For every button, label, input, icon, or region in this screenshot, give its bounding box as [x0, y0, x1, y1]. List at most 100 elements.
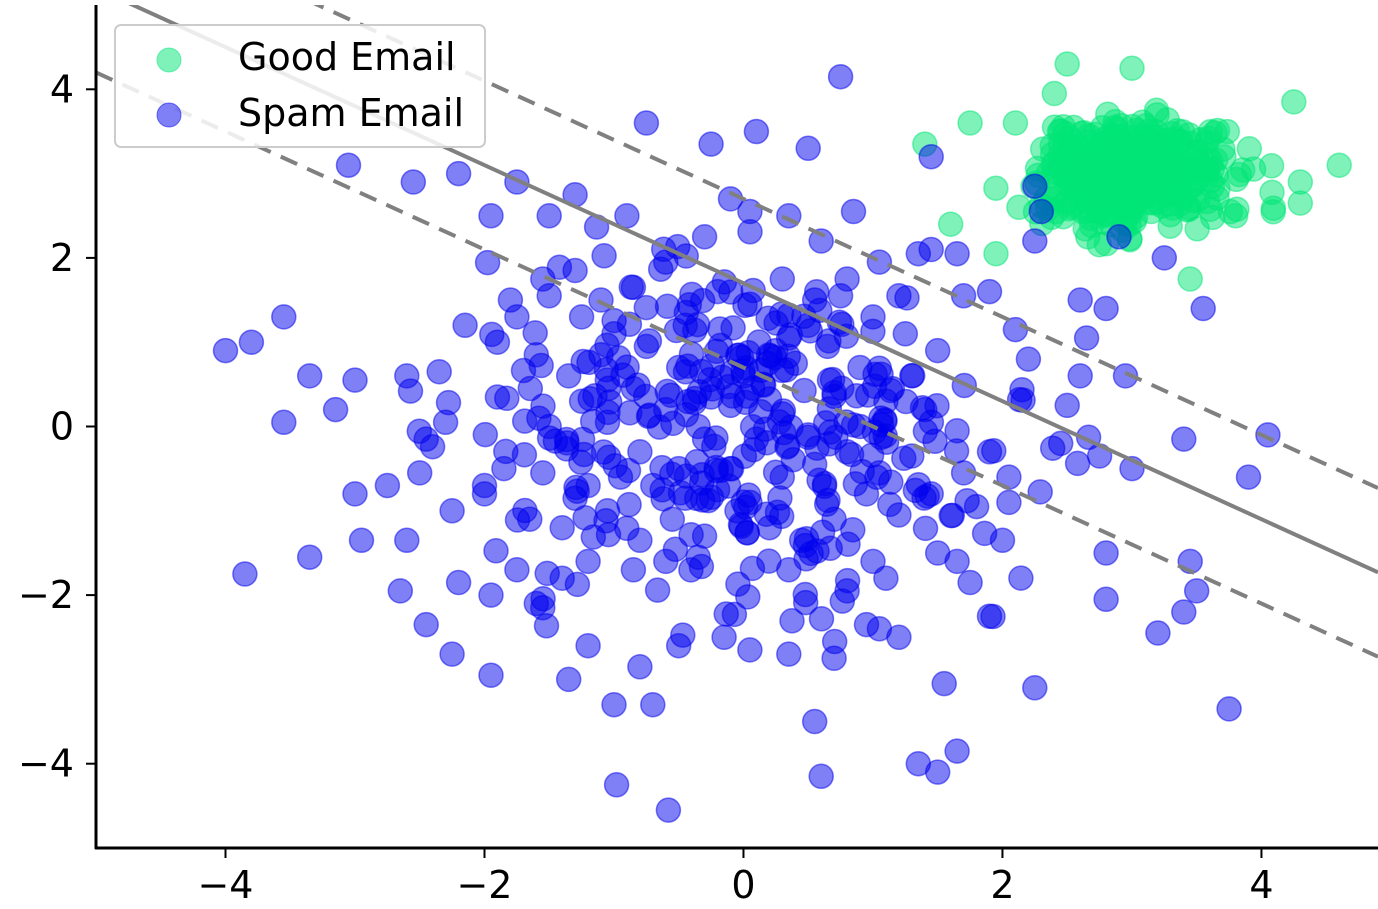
point-spam-email	[905, 750, 932, 777]
point-spam-email	[838, 441, 865, 468]
point-spam-email	[939, 502, 966, 529]
point-spam-email	[636, 402, 663, 428]
point-spam-email	[1028, 198, 1055, 225]
point-spam-email	[713, 601, 739, 627]
point-spam-email	[840, 198, 867, 225]
point-spam-email	[708, 457, 735, 484]
point-spam-email	[546, 254, 573, 280]
point-spam-email	[472, 421, 499, 448]
point-spam-email	[840, 517, 866, 543]
point-spam-email	[1039, 435, 1066, 461]
point-good-email	[1119, 55, 1145, 81]
point-spam-email	[1073, 325, 1100, 351]
point-spam-email	[1235, 464, 1262, 490]
point-spam-email	[636, 328, 663, 354]
point-spam-email	[1145, 620, 1171, 646]
point-spam-email	[497, 287, 524, 313]
point-spam-email	[483, 538, 509, 564]
point-spam-email	[526, 405, 552, 431]
point-spam-email	[1093, 540, 1119, 566]
point-good-email	[1041, 80, 1068, 107]
point-spam-email	[627, 654, 653, 680]
legend-marker-spam-email	[156, 102, 182, 128]
point-spam-email	[780, 446, 807, 473]
point-spam-email	[809, 519, 836, 545]
point-spam-email	[530, 460, 556, 486]
point-spam-email	[808, 763, 834, 790]
point-spam-email	[854, 382, 881, 408]
point-spam-email	[777, 322, 804, 348]
point-spam-email	[627, 439, 653, 465]
point-spam-email	[731, 443, 758, 470]
point-good-email	[1326, 152, 1352, 178]
point-spam-email	[873, 565, 899, 591]
point-spam-email	[737, 219, 763, 245]
point-spam-email	[1255, 422, 1281, 448]
point-spam-email	[827, 63, 854, 90]
point-spam-email	[397, 378, 424, 404]
point-good-email	[1002, 110, 1029, 136]
point-spam-email	[892, 321, 919, 347]
point-spam-email	[1022, 173, 1048, 199]
point-good-email	[1260, 195, 1287, 221]
point-good-email	[1089, 209, 1115, 235]
point-spam-email	[1008, 565, 1034, 591]
y-tick-label: −2	[18, 573, 74, 617]
point-spam-email	[768, 503, 795, 530]
point-spam-email	[536, 203, 562, 229]
point-good-email	[1102, 179, 1128, 206]
axes-layer: −4 −2 0 2 4 −4 −2 0 2 4	[18, 5, 1378, 907]
point-good-email	[1157, 201, 1184, 228]
point-spam-email	[555, 666, 582, 693]
point-spam-email	[335, 152, 362, 178]
point-spam-email	[1171, 426, 1197, 452]
y-tick-label: 2	[50, 236, 74, 280]
point-spam-email	[649, 477, 675, 503]
point-spam-email	[348, 527, 375, 554]
point-spam-email	[400, 169, 427, 195]
point-spam-email	[625, 372, 651, 398]
point-good-email	[937, 211, 964, 237]
point-spam-email	[944, 738, 970, 764]
point-good-email	[1199, 173, 1226, 199]
x-tick-label: −4	[197, 863, 253, 907]
point-spam-email	[620, 557, 647, 583]
point-spam-email	[238, 329, 265, 355]
point-spam-email	[322, 396, 349, 423]
point-good-email	[1287, 190, 1314, 216]
point-spam-email	[1022, 675, 1048, 701]
point-spam-email	[866, 249, 893, 275]
point-spam-email	[575, 632, 601, 659]
point-spam-email	[1093, 586, 1119, 613]
point-spam-email	[971, 520, 998, 547]
point-spam-email	[445, 160, 472, 187]
point-spam-email	[734, 519, 760, 546]
legend: Good Email Spam Email	[114, 24, 486, 148]
point-spam-email	[530, 585, 556, 612]
point-good-email	[1059, 194, 1086, 221]
point-spam-email	[1106, 224, 1132, 250]
point-spam-email	[582, 382, 608, 409]
point-good-email	[1195, 125, 1222, 151]
point-spam-email	[842, 471, 869, 497]
point-spam-email	[511, 442, 538, 468]
point-spam-email	[673, 463, 700, 489]
legend-box	[114, 24, 486, 148]
x-tick-label: 4	[1249, 863, 1273, 907]
point-spam-email	[795, 424, 821, 450]
point-spam-email	[413, 611, 439, 638]
point-spam-email	[342, 481, 368, 507]
point-spam-email	[775, 343, 802, 370]
y-tick-label: 4	[50, 67, 74, 111]
point-spam-email	[1151, 245, 1178, 271]
point-good-email	[1258, 153, 1285, 179]
point-spam-email	[891, 445, 917, 472]
point-spam-email	[808, 228, 834, 254]
point-spam-email	[976, 278, 1003, 305]
point-spam-email	[711, 624, 737, 651]
point-good-email	[1135, 189, 1162, 216]
point-spam-email	[670, 622, 696, 648]
point-spam-email	[633, 294, 660, 321]
point-spam-email	[762, 459, 789, 486]
point-spam-email	[980, 603, 1006, 630]
